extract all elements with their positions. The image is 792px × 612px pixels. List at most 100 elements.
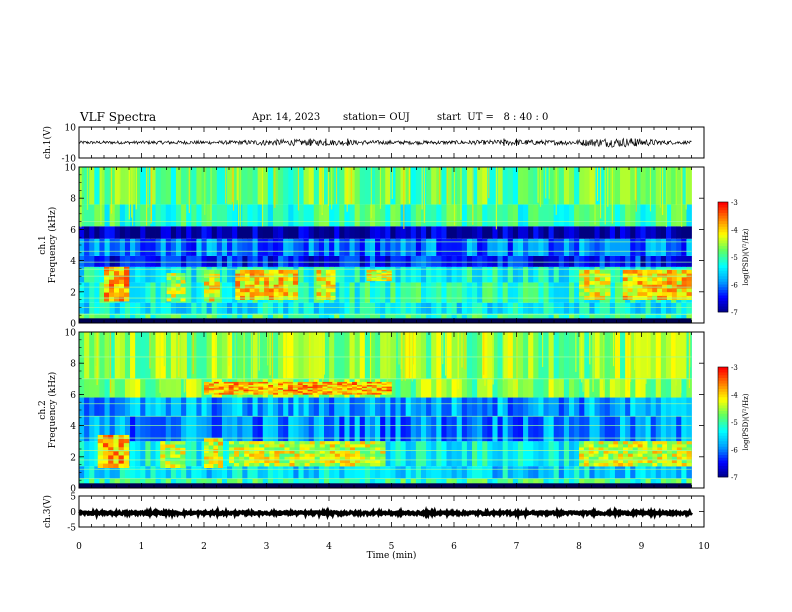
spec-cell <box>487 167 493 205</box>
spec-cell <box>528 397 534 417</box>
spec-cell <box>466 167 473 205</box>
burst-cell <box>349 447 356 451</box>
burst-cell <box>254 463 260 467</box>
burst-cell <box>588 453 594 458</box>
colorbar-step <box>718 389 728 393</box>
spec-cell <box>140 167 146 205</box>
burst-cell <box>605 269 611 274</box>
burst-cell <box>381 279 387 282</box>
spec-cell <box>436 238 442 256</box>
burst-cell <box>292 381 299 384</box>
burst-cell <box>622 273 628 278</box>
spec-cell <box>375 466 381 479</box>
burst-cell <box>652 456 658 461</box>
burst-cell <box>235 269 241 274</box>
burst-cell <box>334 463 341 467</box>
spec-cell <box>124 378 131 398</box>
burst-cell <box>264 453 270 458</box>
spec-cell <box>186 332 192 379</box>
spec-cell <box>686 378 692 398</box>
spec-cell <box>482 167 488 205</box>
burst-cell <box>294 441 300 445</box>
burst-cell <box>386 381 392 384</box>
spec-cell <box>89 378 95 398</box>
spec-cell <box>441 416 447 442</box>
spec-cell <box>89 204 95 227</box>
spec-cell <box>482 238 488 256</box>
spec-cell <box>79 378 85 398</box>
burst-cell <box>337 392 343 395</box>
burst-cell <box>273 385 279 387</box>
burst-cell <box>165 447 171 452</box>
spec-cell <box>313 226 320 239</box>
spec-cell <box>232 238 238 256</box>
spec-cell <box>191 466 197 479</box>
spec-cell <box>359 332 366 379</box>
spec-cell <box>99 397 105 417</box>
spec-cell <box>456 204 463 227</box>
spec-cell <box>165 397 172 417</box>
burst-cell <box>102 451 109 456</box>
spec-cell <box>216 302 223 314</box>
spec-cell <box>431 332 437 379</box>
burst-cell <box>381 388 387 391</box>
burst-cell <box>676 447 683 451</box>
colorbar-step <box>718 433 728 437</box>
burst-cell <box>599 269 606 274</box>
burst-cell <box>309 450 315 454</box>
spec-cell <box>533 416 539 442</box>
burst-cell <box>235 292 241 297</box>
burst-cell <box>233 392 239 395</box>
burst-cell <box>258 383 264 386</box>
spec-cell <box>354 466 361 479</box>
burst-cell <box>352 386 358 389</box>
burst-cell <box>307 389 313 392</box>
spec-cell <box>303 466 310 479</box>
spec-cell <box>441 441 447 467</box>
spec-cell <box>466 378 473 398</box>
burst-cell <box>681 444 687 448</box>
spec-cell <box>89 266 95 283</box>
burst-cell <box>283 269 289 274</box>
burst-cell <box>322 385 328 387</box>
burst-cell <box>114 279 120 285</box>
spec-cell <box>364 332 371 379</box>
colorbar-step <box>718 424 728 428</box>
spec-cell <box>89 416 95 442</box>
spec-cell <box>150 302 156 314</box>
colorbar-step <box>718 386 728 390</box>
spec-cell <box>456 167 463 205</box>
spec-cell <box>671 416 677 442</box>
spec-cell <box>364 397 371 417</box>
burst-cell <box>355 463 361 467</box>
burst-cell <box>380 463 386 467</box>
spec-cell <box>165 302 172 314</box>
burst-cell <box>365 450 371 454</box>
spec-cell <box>380 282 386 303</box>
spec-cell <box>686 167 692 205</box>
spec-cell <box>303 204 310 227</box>
burst-cell <box>254 281 260 286</box>
spec-cell <box>477 266 483 283</box>
spec-cell <box>237 255 243 267</box>
burst-cell <box>160 441 166 445</box>
spec-cell <box>614 397 621 417</box>
burst-cell <box>637 444 643 448</box>
spec-cell <box>344 302 350 314</box>
spec-cell <box>415 255 422 267</box>
spec-cell <box>344 266 350 283</box>
burst-cell <box>681 459 687 464</box>
burst-cell <box>588 450 594 454</box>
spec-cell <box>135 397 141 417</box>
spec-cell <box>324 466 330 479</box>
spec-cell <box>415 282 422 303</box>
spec-cell <box>186 226 192 239</box>
spec-cell <box>609 332 616 379</box>
spec-cell <box>272 204 279 227</box>
spec-cell <box>155 378 162 398</box>
burst-cell <box>244 463 250 467</box>
spec-cell <box>247 332 253 379</box>
spec-cell <box>104 466 111 479</box>
spec-cell <box>237 332 243 379</box>
burst-cell <box>613 459 619 464</box>
